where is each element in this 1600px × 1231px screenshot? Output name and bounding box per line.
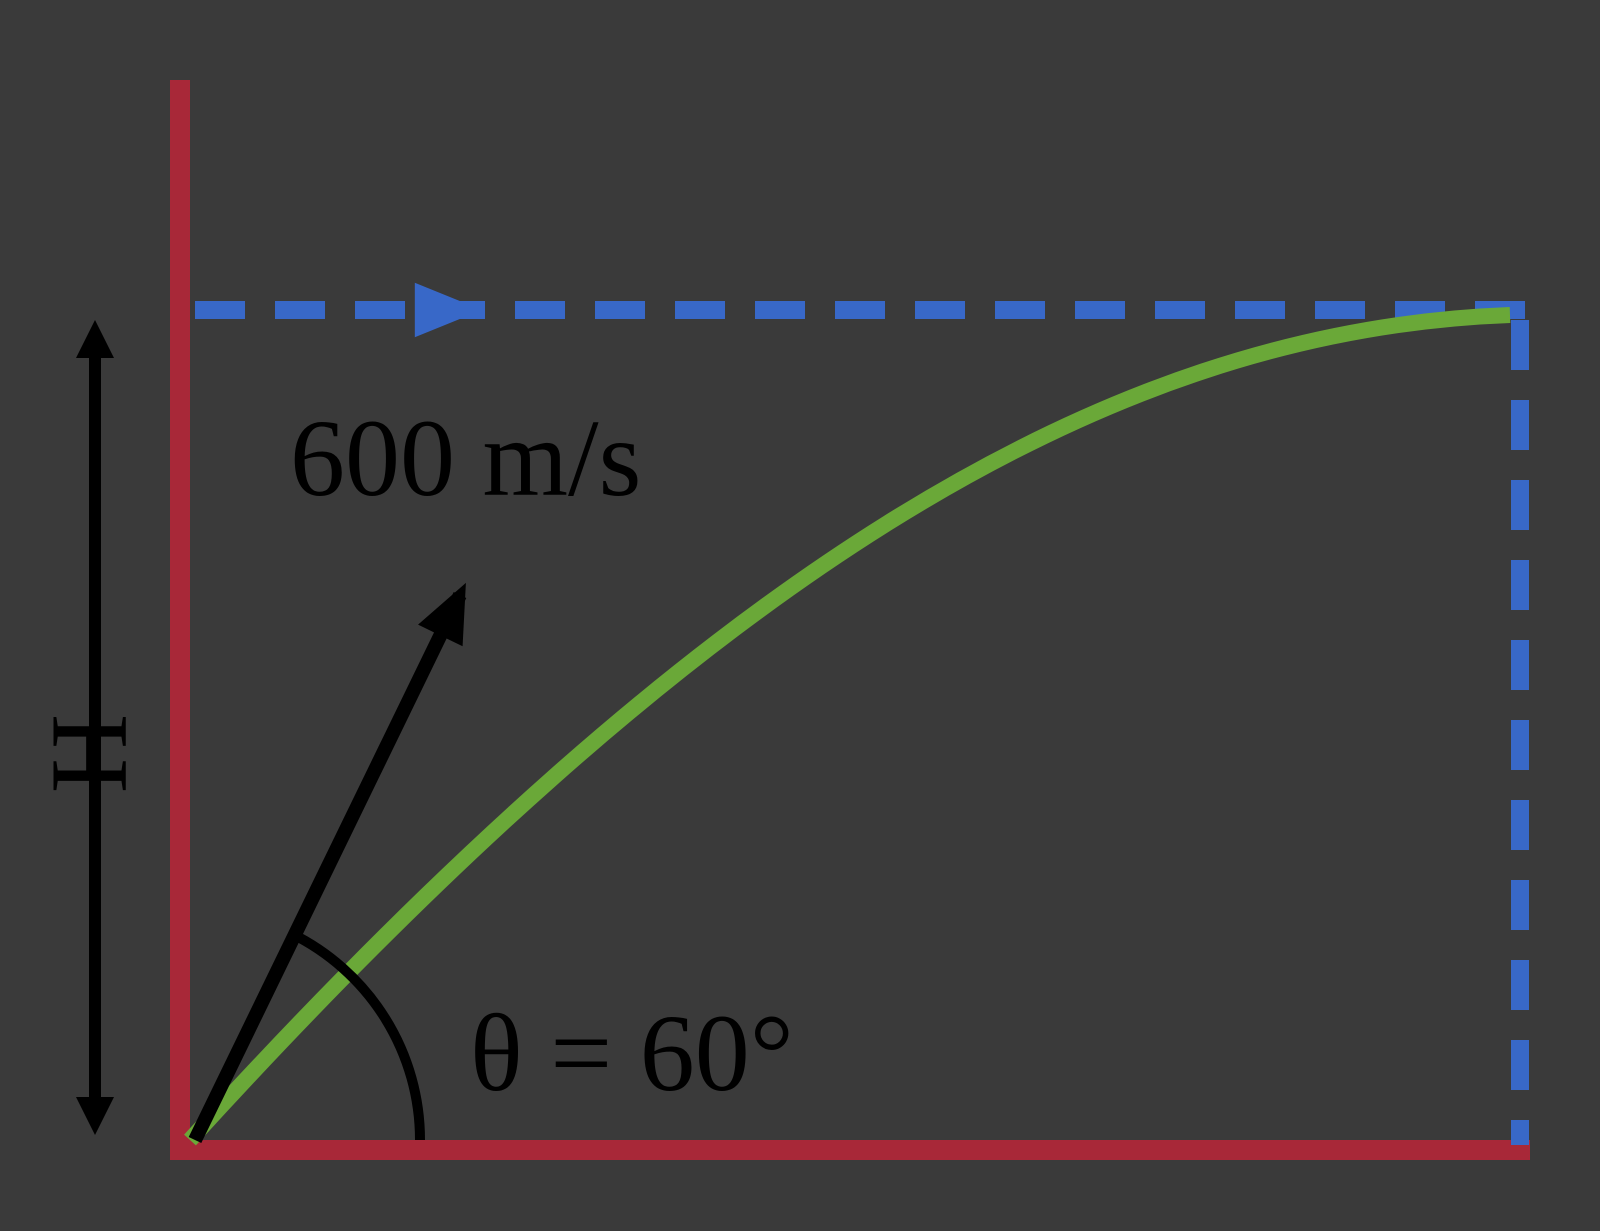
velocity-label: 600 m/s bbox=[290, 395, 641, 522]
height-label: H bbox=[26, 714, 153, 793]
diagram-svg bbox=[0, 0, 1600, 1231]
physics-diagram: 600 m/s θ = 60° H bbox=[0, 0, 1600, 1231]
angle-label: θ = 60° bbox=[470, 990, 794, 1117]
